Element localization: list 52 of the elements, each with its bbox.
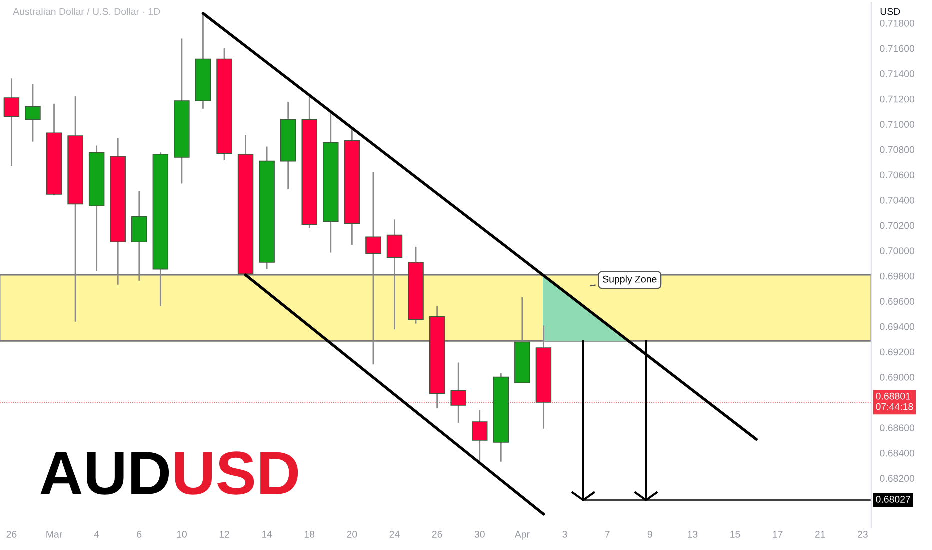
y-tick-label: 0.70000 — [880, 248, 915, 254]
x-tick-label: 26 — [6, 531, 17, 538]
x-tick-label: 17 — [773, 531, 783, 538]
y-tick-label: 0.71000 — [880, 121, 915, 128]
candlestick — [366, 171, 382, 366]
y-tick-label: 0.68400 — [880, 450, 915, 457]
y-tick-label: 0.68200 — [880, 475, 915, 482]
x-tick-label: 6 — [137, 531, 142, 538]
x-tick-label: 12 — [220, 531, 230, 538]
y-tick-label: 0.70200 — [880, 222, 915, 230]
y-tick-label: 0.71400 — [880, 70, 915, 78]
candlestick — [4, 78, 20, 167]
chart-title: Australian Dollar / U.S. Dollar · 1D — [13, 8, 160, 16]
x-tick-label: Mar — [46, 531, 62, 538]
y-axis-title: USD — [880, 8, 900, 16]
y-tick-label: 0.69000 — [880, 374, 915, 381]
ref-line-label: 0.68027 — [876, 496, 910, 503]
y-tick-label: 0.71800 — [880, 20, 915, 27]
x-tick-label: 7 — [605, 531, 610, 538]
x-tick-label: 3 — [562, 531, 568, 538]
x-tick-label: 20 — [347, 531, 358, 538]
x-tick-label: 26 — [432, 531, 442, 538]
x-tick-label: 18 — [304, 531, 315, 538]
x-tick-label: 15 — [730, 531, 740, 538]
band-label: Supply Zone — [603, 276, 657, 285]
x-tick-label: 24 — [390, 531, 400, 538]
y-tick-label: 0.69400 — [880, 323, 915, 330]
annotation: AUD — [40, 452, 170, 495]
y-tick-label: 0.70800 — [880, 146, 915, 154]
candlestick — [25, 84, 41, 143]
x-tick-label: 14 — [262, 531, 272, 538]
x-tick-label: 9 — [648, 531, 652, 538]
y-tick-label: 0.71600 — [880, 45, 915, 52]
y-tick-label: 0.69200 — [880, 348, 915, 356]
y-tick-label: 0.68600 — [880, 424, 915, 432]
candlestick — [472, 410, 488, 464]
ref-line-label: 0.68801 07:44:18 — [876, 392, 914, 410]
candlestick — [450, 362, 466, 424]
x-tick-label: 30 — [474, 531, 485, 538]
x-tick-label: 4 — [94, 531, 100, 538]
x-tick-label: Apr — [514, 531, 530, 540]
y-tick-label: 0.71200 — [880, 96, 915, 103]
x-tick-label: 23 — [858, 531, 868, 538]
y-tick-label: 0.70600 — [880, 172, 915, 179]
candlestick — [386, 219, 403, 330]
y-tick-label: 0.70400 — [880, 196, 915, 204]
y-tick-label: 0.69600 — [880, 298, 915, 306]
annotation: USD — [175, 452, 298, 495]
y-tick-label: 0.69800 — [880, 272, 915, 280]
x-tick-label: 13 — [688, 531, 698, 538]
x-tick-label: 10 — [177, 531, 187, 538]
x-tick-label: 21 — [815, 531, 826, 538]
